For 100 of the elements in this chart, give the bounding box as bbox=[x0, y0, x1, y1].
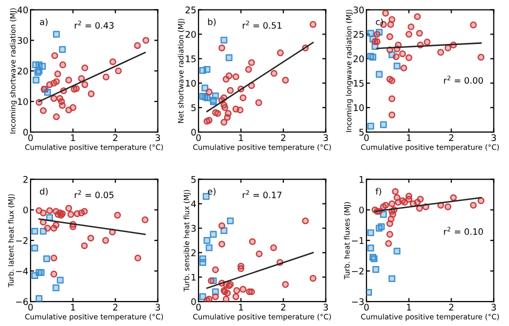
point bbox=[270, 70, 278, 77]
point bbox=[218, 44, 226, 52]
point bbox=[221, 104, 228, 111]
point bbox=[256, 250, 263, 258]
point bbox=[36, 295, 42, 302]
point bbox=[248, 238, 256, 246]
point bbox=[134, 254, 142, 262]
point bbox=[206, 296, 213, 302]
point bbox=[416, 196, 424, 203]
point bbox=[38, 269, 45, 276]
point bbox=[201, 84, 208, 92]
x-tick-label: 3 bbox=[492, 134, 496, 142]
point bbox=[206, 88, 213, 96]
point bbox=[65, 76, 72, 84]
point bbox=[87, 234, 94, 242]
point bbox=[405, 54, 412, 62]
point bbox=[46, 207, 54, 214]
point bbox=[386, 220, 394, 228]
x-tick-label: 1 bbox=[239, 304, 243, 310]
point bbox=[58, 102, 66, 109]
x-tick-label: 1 bbox=[71, 134, 75, 141]
point bbox=[59, 61, 66, 68]
y-tick-label: 3 bbox=[191, 224, 196, 232]
point bbox=[81, 81, 88, 88]
point bbox=[50, 254, 58, 262]
annotation: r$^{2}$ = 0.10 bbox=[444, 226, 483, 235]
y-tick-label: 5 bbox=[191, 176, 196, 183]
y-tick-label: 40 bbox=[17, 6, 28, 14]
y-tick-label: 0 bbox=[23, 206, 28, 214]
point bbox=[405, 30, 412, 38]
point bbox=[226, 72, 232, 80]
y-tick-label: 0 bbox=[191, 298, 196, 306]
point bbox=[50, 270, 58, 278]
point bbox=[53, 30, 60, 38]
point bbox=[204, 237, 210, 244]
point bbox=[232, 293, 240, 300]
point bbox=[405, 196, 412, 203]
x-tick-label: 3 bbox=[156, 304, 160, 311]
point bbox=[226, 217, 234, 224]
point bbox=[380, 211, 387, 218]
point bbox=[282, 281, 289, 288]
y-tick-label: 0 bbox=[191, 128, 196, 136]
point bbox=[388, 95, 396, 102]
point bbox=[270, 244, 277, 252]
y-tick-label: −1 bbox=[352, 237, 364, 244]
point bbox=[367, 229, 374, 236]
point bbox=[376, 70, 383, 78]
point bbox=[232, 73, 240, 80]
x-tick-label: 1 bbox=[407, 304, 411, 310]
point bbox=[388, 77, 396, 84]
point bbox=[388, 200, 396, 208]
x-tick-label: 2 bbox=[113, 134, 118, 141]
point bbox=[40, 107, 47, 114]
y-tick-label: 0 bbox=[359, 206, 364, 214]
annotation: r$^{2}$ = 0.00 bbox=[444, 76, 483, 84]
point bbox=[366, 288, 372, 296]
annotation: e) bbox=[208, 188, 216, 196]
y-tick-label: 2 bbox=[191, 249, 196, 256]
point bbox=[218, 240, 226, 248]
point bbox=[54, 70, 62, 78]
point bbox=[394, 62, 400, 70]
point bbox=[386, 230, 394, 238]
y-tick-label: 25 bbox=[354, 30, 364, 38]
x-tick-label: 0 bbox=[196, 304, 201, 311]
point bbox=[222, 296, 230, 302]
point bbox=[220, 36, 228, 44]
point bbox=[276, 49, 284, 56]
point bbox=[81, 64, 88, 72]
x-tick-label: 0 bbox=[364, 304, 369, 311]
point bbox=[424, 38, 431, 46]
x-tick-label: 3 bbox=[324, 304, 328, 311]
y-tick-label: −4 bbox=[16, 268, 28, 274]
point bbox=[212, 266, 219, 274]
point bbox=[40, 210, 47, 216]
x-tick-label: 3 bbox=[492, 304, 496, 311]
point bbox=[52, 284, 60, 292]
y-tick-label: 15 bbox=[354, 80, 364, 87]
point bbox=[220, 227, 228, 234]
point bbox=[53, 113, 60, 120]
point bbox=[392, 53, 400, 60]
x-tick-label: 2 bbox=[113, 304, 118, 310]
point bbox=[65, 204, 72, 212]
point bbox=[310, 21, 316, 28]
point bbox=[114, 68, 122, 74]
point bbox=[374, 30, 380, 38]
point bbox=[367, 122, 374, 130]
point bbox=[238, 265, 244, 272]
x-tick-label: 3 bbox=[324, 134, 328, 142]
y-tick-label: 0 bbox=[23, 128, 28, 136]
point bbox=[400, 64, 408, 72]
point bbox=[206, 116, 213, 124]
point bbox=[478, 197, 484, 204]
x-tick-label: 0 bbox=[364, 134, 369, 142]
point bbox=[44, 224, 51, 232]
point bbox=[31, 272, 38, 279]
point bbox=[450, 194, 457, 202]
point bbox=[385, 240, 392, 247]
point bbox=[387, 21, 394, 28]
point bbox=[414, 13, 421, 20]
point bbox=[416, 30, 423, 37]
